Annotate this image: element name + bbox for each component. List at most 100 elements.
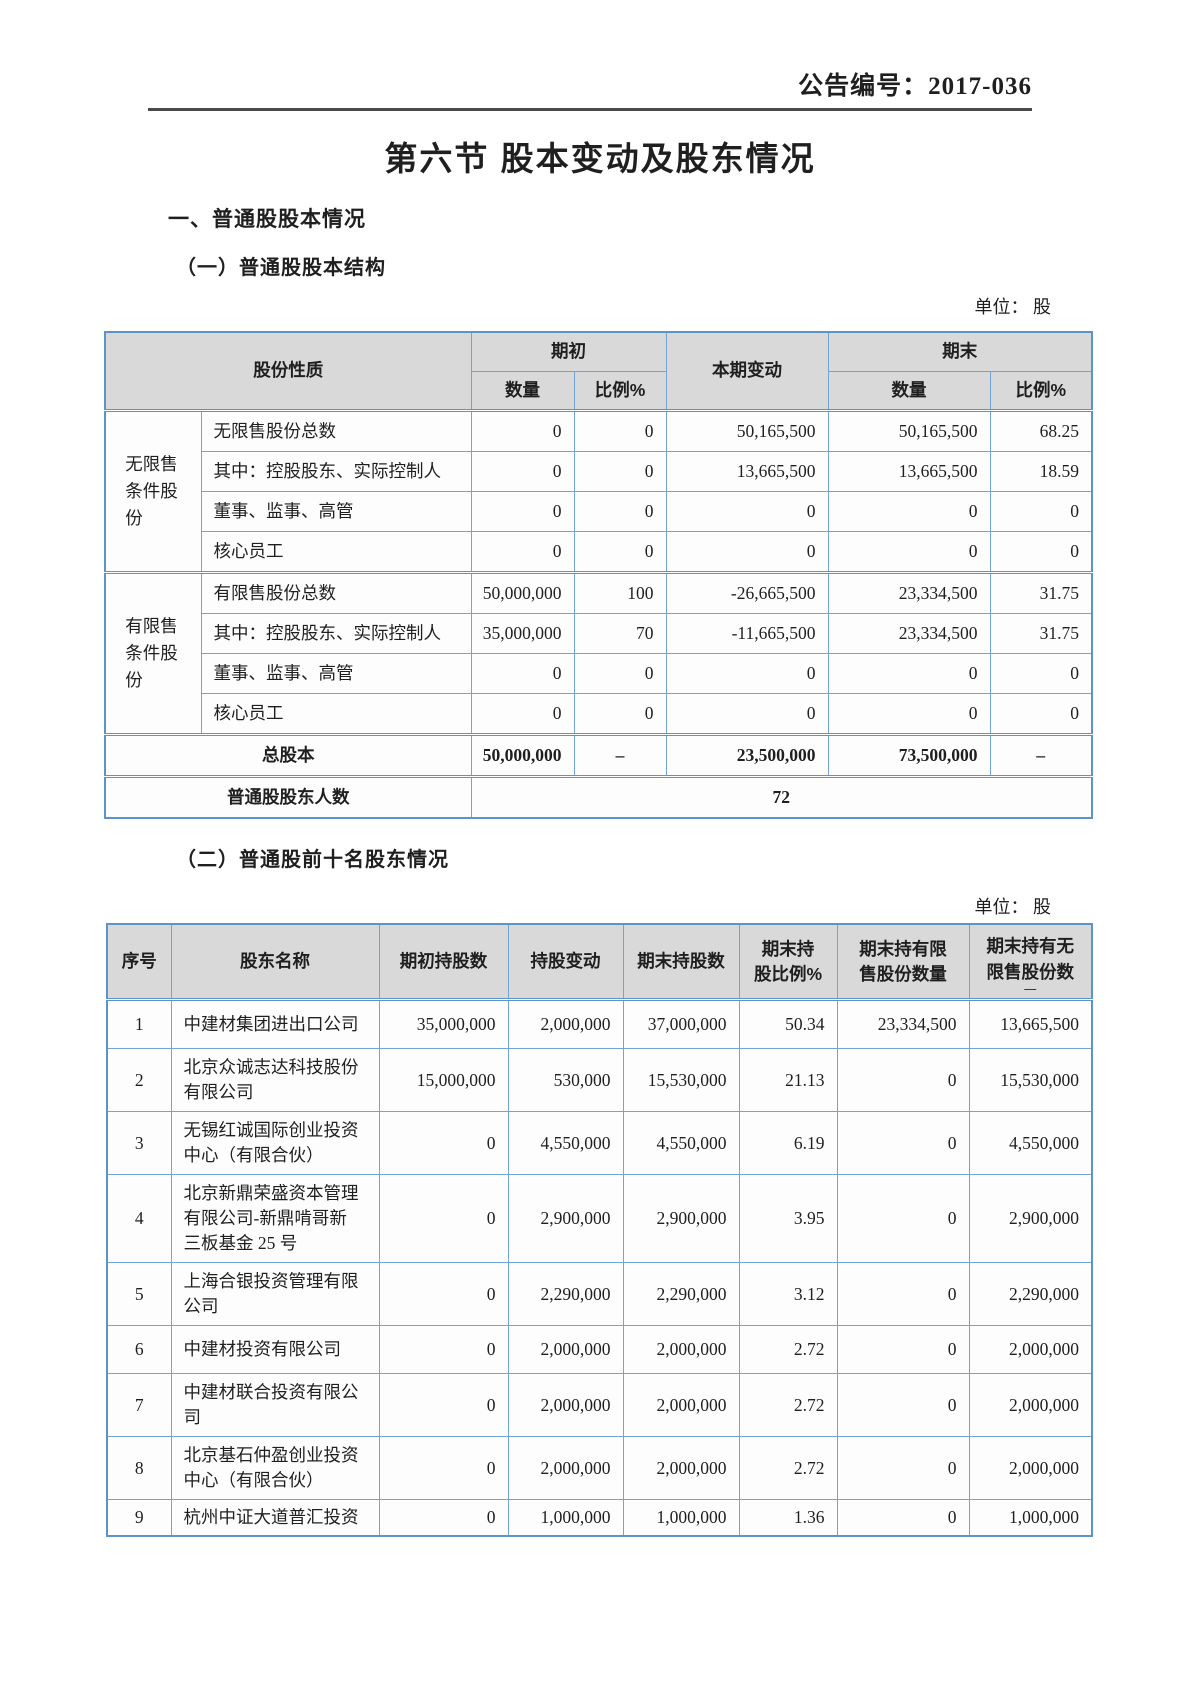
header-rule [148,108,1032,111]
cell: 3.95 [738,1174,838,1263]
cell: 0 [827,652,991,694]
col-share-change: 持股变动 [507,923,624,1000]
cell: 有限售股份总数 [200,570,472,614]
cell: 0 [573,490,667,532]
cell: 0 [665,490,829,532]
col-ending: 期末 [827,331,1093,372]
cell: 2,000,000 [507,1436,624,1500]
cell: 15,530,000 [622,1048,740,1112]
cell: 0 [665,652,829,694]
cell: 0 [836,1373,970,1437]
cell: 3.12 [738,1262,838,1326]
cell: 0 [573,408,667,452]
cell: 1.36 [738,1499,838,1537]
table-row: 2 北京众诚志达科技股份 有限公司 15,000,000 530,000 15,… [106,1048,1093,1112]
cell: 0 [470,490,575,532]
cell: 0 [836,1325,970,1374]
cell: 21.13 [738,1048,838,1112]
col-change: 本期变动 [665,331,829,411]
cell: 37,000,000 [622,998,740,1049]
table-row: 核心员工 0 0 0 0 0 [105,692,1093,735]
cell: 2,000,000 [968,1325,1093,1374]
holders-count-value: 72 [470,774,1093,818]
cell: 73,500,000 [827,732,991,777]
cell: 2,290,000 [507,1262,624,1326]
table-header-row: 股份性质 期初 本期变动 期末 [104,331,1093,411]
table-row: 其中：控股股东、实际控制人 0 0 13,665,500 13,665,500 … [105,450,1093,492]
cell: 23,334,500 [836,998,970,1049]
cell: 4,550,000 [968,1111,1093,1175]
cell: 2.72 [738,1325,838,1374]
announcement-number: 公告编号：2017-036 [798,73,1032,100]
cell: 13,665,500 [827,450,991,492]
cell: 0 [378,1111,509,1175]
shareholder-name: 无锡红诚国际创业投资 中心（有限合伙） [170,1111,380,1175]
cell: 0 [470,530,575,573]
table-row: 8 北京基石仲盈创业投资 中心（有限合伙） 0 2,000,000 2,000,… [106,1436,1093,1500]
share-structure-table: 股份性质 期初 本期变动 期末 数量 比例% 数量 比例% 无限售条件股份 无限… [104,331,1093,819]
cell: 0 [378,1262,509,1326]
cell: 2,900,000 [622,1174,740,1263]
cell: 35,000,000 [470,612,575,654]
cell: 2,000,000 [507,1373,624,1437]
cell: 530,000 [507,1048,624,1112]
cell: 2.72 [738,1373,838,1437]
cell: 35,000,000 [378,998,509,1049]
cell: 0 [378,1373,509,1437]
table-subheader-row: 数量 比例% 数量 比例% [105,370,1093,411]
col-beginning: 期初 [470,331,667,372]
cell: 4,550,000 [622,1111,740,1175]
col-index: 序号 [106,923,172,1000]
cell: 23,334,500 [827,612,991,654]
table-row: 4 北京新鼎荣盛资本管理 有限公司-新鼎啃哥新 三板基金 25 号 0 2,90… [106,1174,1093,1263]
table-row: 董事、监事、高管 0 0 0 0 0 [105,652,1093,694]
cell: 5 [106,1262,172,1326]
shareholder-name: 北京新鼎荣盛资本管理 有限公司-新鼎啃哥新 三板基金 25 号 [170,1174,380,1263]
cell: 2,900,000 [507,1174,624,1263]
cell: 23,500,000 [665,732,829,777]
cell: 50.34 [738,998,838,1049]
cell: 0 [665,692,829,735]
table-row: 其中：控股股东、实际控制人 35,000,000 70 -11,665,500 … [105,612,1093,654]
cell: 无限售股份总数 [200,408,472,452]
cell: 4,550,000 [507,1111,624,1175]
cell: 50,165,500 [665,408,829,452]
cell: 70 [573,612,667,654]
table-row: 9 杭州中证大道普汇投资 0 1,000,000 1,000,000 1.36 … [106,1499,1093,1537]
col-nature: 股份性质 [104,331,472,411]
table-row: 1 中建材集团进出口公司 35,000,000 2,000,000 37,000… [106,998,1093,1049]
col-end-pct: 比例% [989,370,1093,411]
subsection-heading-1-1: （一）普通股股本结构 [176,257,386,279]
table-row: 有限售条件股份 有限售股份总数 50,000,000 100 -26,665,5… [104,570,1093,735]
cell: 31.75 [989,570,1093,614]
cell: 6 [106,1325,172,1374]
table-row: 5 上海合银投资管理有限 公司 0 2,290,000 2,290,000 3.… [106,1262,1093,1326]
cell: 2,290,000 [622,1262,740,1326]
cell: 0 [836,1499,970,1537]
cell: 0 [378,1436,509,1500]
cell: 0 [836,1262,970,1326]
cell: 1,000,000 [507,1499,624,1537]
cell: 8 [106,1436,172,1500]
cell: 2.72 [738,1436,838,1500]
cell: 2,000,000 [622,1373,740,1437]
cell: 50,000,000 [470,570,575,614]
table-row: 董事、监事、高管 0 0 0 0 0 [105,490,1093,532]
shareholder-name: 北京众诚志达科技股份 有限公司 [170,1048,380,1112]
cell: 15,000,000 [378,1048,509,1112]
cell: 0 [989,490,1093,532]
cell: 6.19 [738,1111,838,1175]
unit-label-table2: 单位： 股 [974,897,1052,917]
unit-label-table1: 单位： 股 [974,297,1052,317]
cell: 13,665,500 [968,998,1093,1049]
cell: 3 [106,1111,172,1175]
cell: 0 [989,652,1093,694]
col-end-qty: 数量 [827,370,991,411]
cell: 0 [470,408,575,452]
col-end-restricted: 期末持有限 售股份数量 [836,923,970,1000]
cell: 0 [573,652,667,694]
col-shareholder-name: 股东名称 [170,923,380,1000]
top-shareholders-table: 序号 股东名称 期初持股数 持股变动 期末持股数 期末持 股比例% 期末持有限 … [106,923,1093,1537]
cell: 0 [573,692,667,735]
cell: 0 [470,692,575,735]
